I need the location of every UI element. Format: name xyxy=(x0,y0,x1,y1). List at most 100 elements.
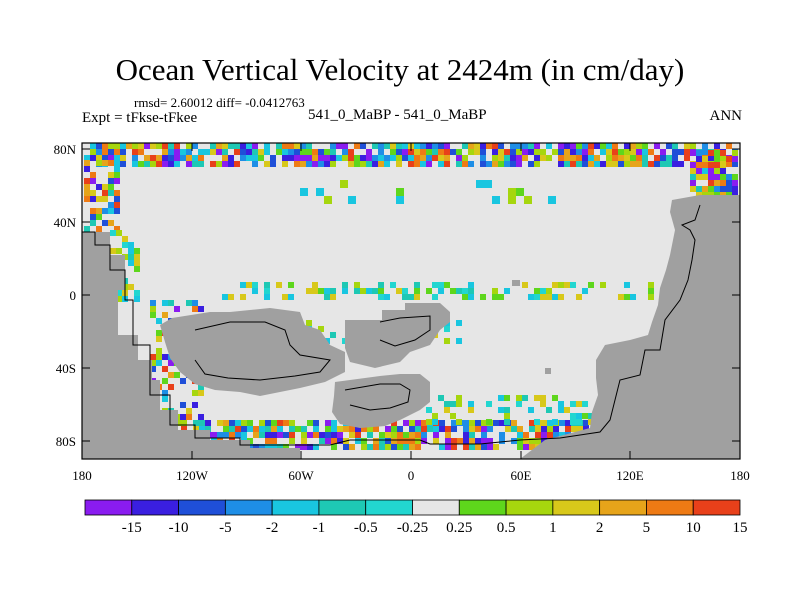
velocity-cell xyxy=(462,294,468,300)
velocity-cell xyxy=(445,426,451,432)
velocity-cell xyxy=(534,395,540,401)
velocity-cell xyxy=(168,161,174,167)
velocity-cell xyxy=(306,161,312,167)
velocity-cell xyxy=(276,282,282,288)
velocity-cell xyxy=(481,420,487,426)
velocity-cell xyxy=(264,294,270,300)
velocity-cell xyxy=(508,188,516,196)
velocity-cell xyxy=(90,220,96,226)
velocity-cell xyxy=(385,444,391,450)
velocity-cell xyxy=(408,149,414,155)
velocity-cell xyxy=(372,288,378,294)
velocity-cell xyxy=(582,155,588,161)
velocity-cell xyxy=(559,432,565,438)
velocity-cell xyxy=(372,155,378,161)
velocity-cell xyxy=(144,155,150,161)
velocity-cell xyxy=(570,161,576,167)
velocity-cell xyxy=(534,294,540,300)
velocity-cell xyxy=(241,432,247,438)
velocity-cell xyxy=(84,160,90,166)
velocity-cell xyxy=(337,438,343,444)
velocity-cell xyxy=(504,407,510,413)
velocity-cell xyxy=(528,294,534,300)
velocity-cell xyxy=(517,438,523,444)
velocity-cell xyxy=(409,426,415,432)
velocity-cell xyxy=(438,288,444,294)
velocity-cell xyxy=(324,196,332,204)
velocity-cell xyxy=(246,143,252,149)
velocity-cell xyxy=(415,438,421,444)
velocity-cell xyxy=(198,149,204,155)
velocity-cell xyxy=(444,149,450,155)
velocity-cell xyxy=(223,432,229,438)
velocity-cell xyxy=(391,432,397,438)
velocity-cell xyxy=(150,155,156,161)
velocity-cell xyxy=(84,184,90,190)
velocity-cell xyxy=(144,143,150,149)
velocity-cell xyxy=(295,426,301,432)
velocity-cell xyxy=(319,438,325,444)
velocity-cell xyxy=(325,438,331,444)
velocity-cell xyxy=(558,155,564,161)
velocity-cell xyxy=(132,155,138,161)
velocity-cell xyxy=(186,414,192,420)
velocity-cell xyxy=(618,155,624,161)
velocity-cell xyxy=(168,372,174,378)
velocity-cell xyxy=(642,143,648,149)
velocity-cell xyxy=(630,161,636,167)
velocity-cell xyxy=(132,149,138,155)
velocity-cell xyxy=(307,420,313,426)
velocity-cell xyxy=(156,336,162,342)
velocity-cell xyxy=(534,143,540,149)
velocity-cell xyxy=(522,282,528,288)
velocity-cell xyxy=(241,420,247,426)
colorbar-swatch xyxy=(178,499,226,516)
velocity-cell xyxy=(343,444,349,450)
velocity-cell xyxy=(474,143,480,149)
velocity-cell xyxy=(288,294,294,300)
velocity-cell xyxy=(102,220,108,226)
velocity-cell xyxy=(134,296,140,302)
velocity-cell xyxy=(138,143,144,149)
velocity-cell xyxy=(90,143,96,149)
velocity-cell xyxy=(547,426,553,432)
velocity-cell xyxy=(624,282,630,288)
velocity-cell xyxy=(415,432,421,438)
velocity-cell xyxy=(732,156,738,162)
velocity-cell xyxy=(156,143,162,149)
lon-label-60w: 60W xyxy=(288,468,314,483)
velocity-cell xyxy=(475,438,481,444)
velocity-cell xyxy=(475,426,481,432)
velocity-cell xyxy=(511,420,517,426)
velocity-cell xyxy=(696,162,702,168)
velocity-cell xyxy=(672,143,678,149)
velocity-cell xyxy=(522,143,528,149)
velocity-cell xyxy=(438,282,444,288)
velocity-cell xyxy=(318,155,324,161)
velocity-cell xyxy=(355,426,361,432)
velocity-cell xyxy=(217,420,223,426)
velocity-cell xyxy=(295,444,301,450)
velocity-cell xyxy=(156,161,162,167)
velocity-cell xyxy=(588,161,594,167)
velocity-cell xyxy=(156,360,162,366)
velocity-cell xyxy=(469,432,475,438)
velocity-cell xyxy=(504,161,510,167)
velocity-cell xyxy=(606,143,612,149)
velocity-cell xyxy=(192,155,198,161)
velocity-cell xyxy=(523,438,529,444)
velocity-cell xyxy=(354,288,360,294)
velocity-cell xyxy=(247,420,253,426)
velocity-cell xyxy=(702,143,708,149)
velocity-cell xyxy=(366,155,372,161)
velocity-cell xyxy=(415,420,421,426)
velocity-cell xyxy=(128,242,134,248)
velocity-cell xyxy=(426,155,432,161)
velocity-cell xyxy=(480,149,486,155)
velocity-cell xyxy=(252,155,258,161)
velocity-cell xyxy=(150,306,156,312)
velocity-cell xyxy=(120,161,126,167)
velocity-cell xyxy=(162,149,168,155)
velocity-cell xyxy=(517,444,523,450)
velocity-cell xyxy=(552,294,558,300)
